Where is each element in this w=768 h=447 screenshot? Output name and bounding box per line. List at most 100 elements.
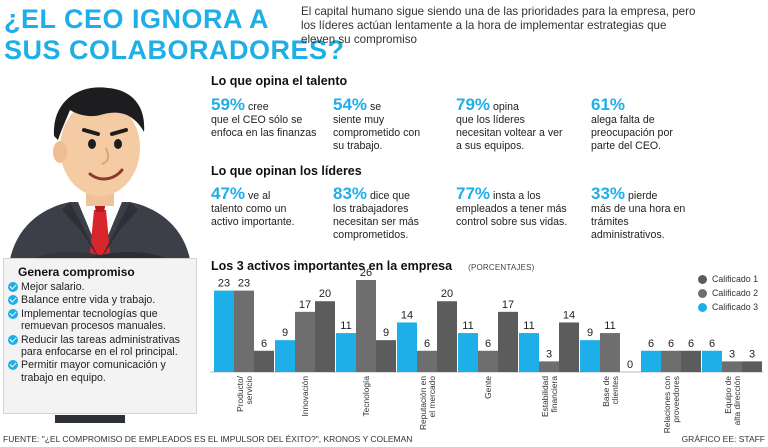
data-label-estabilidad-financiera-calificado-2: 3 bbox=[546, 348, 552, 360]
stat-text: más de una hora en trámites administrati… bbox=[591, 203, 686, 241]
data-label-innovacion-calificado-3: 9 bbox=[282, 327, 288, 339]
talent-section-title: Lo que opina el talento bbox=[211, 74, 348, 88]
category-label-innovacion: Innovación bbox=[300, 376, 310, 417]
stat-lead: se bbox=[369, 101, 382, 113]
intro-text: El capital humano sigue siendo una de la… bbox=[301, 5, 696, 46]
list-item-text: Balance entre vida y trabajo. bbox=[21, 294, 156, 307]
data-label-reputacion-en-el-mercado-calificado-1: 20 bbox=[441, 288, 453, 300]
list-item-text: Mejor salario. bbox=[21, 281, 85, 293]
stat-percent: 33% bbox=[591, 184, 626, 203]
list-item-text: Reducir las tareas administrativas para … bbox=[21, 333, 180, 359]
stat-text: empleados a tener más control sobre sus … bbox=[456, 203, 568, 228]
data-label-gente-calificado-3: 11 bbox=[462, 320, 473, 332]
data-label-equipo-de-alta-direccion-calificado-3: 6 bbox=[709, 338, 715, 350]
chart-legend: Calificado 1 Calificado 2 Calificado 3 bbox=[698, 272, 758, 314]
category-label-estabilidad-financiera: Estabilidadfinanciera bbox=[540, 376, 559, 417]
chart-subtitle: (PORCENTAJES) bbox=[468, 263, 535, 272]
data-label-tecnologia-calificado-3: 11 bbox=[340, 320, 351, 332]
list-item-text: Implementar tecnologías que remuevan pro… bbox=[21, 307, 166, 333]
data-label-innovacion-calificado-1: 20 bbox=[319, 288, 331, 300]
talent-stat-4: 61% alega falta de preocupación por part… bbox=[591, 96, 699, 153]
data-label-producto-servicio-calificado-3: 23 bbox=[218, 278, 230, 290]
title-line-2: SUS COLABORADORES? bbox=[4, 35, 345, 65]
bar-innovacion-calificado-1 bbox=[315, 301, 335, 372]
leaders-section-title: Lo que opinan los líderes bbox=[211, 164, 362, 178]
bar-tecnologia-calificado-3 bbox=[336, 333, 356, 372]
data-label-reputacion-en-el-mercado-calificado-3: 14 bbox=[401, 309, 413, 321]
bar-base-de-clientes-calificado-2 bbox=[600, 333, 620, 372]
bar-relaciones-con-proveedores-calificado-2 bbox=[661, 350, 681, 372]
chart-title-text: Los 3 activos importantes en la empresa bbox=[211, 259, 453, 273]
talent-stat-3: 79% opina que los líderes necesitan volte… bbox=[456, 96, 564, 153]
list-item-text: Permitir mayor comunicación y trabajo en… bbox=[21, 359, 166, 384]
bar-gente-calificado-3 bbox=[458, 333, 478, 372]
bar-tecnologia-calificado-2 bbox=[356, 280, 376, 372]
check-icon bbox=[8, 360, 18, 371]
list-item: Implementar tecnologías que remuevan pro… bbox=[8, 308, 194, 333]
bar-producto-servicio-calificado-2 bbox=[234, 290, 254, 372]
stat-lead: dice que bbox=[369, 190, 411, 202]
stat-lead: pierde bbox=[627, 190, 658, 202]
stat-lead: ve al bbox=[247, 190, 271, 202]
category-label-producto-servicio: Producto/servicio bbox=[235, 375, 254, 412]
legend-label-1: Calificado 1 bbox=[712, 274, 758, 284]
chart-title: Los 3 activos importantes en la empresa (… bbox=[211, 259, 535, 273]
compromiso-title: Genera compromiso bbox=[18, 265, 135, 279]
check-icon bbox=[8, 295, 18, 306]
stat-percent: 77% bbox=[456, 184, 491, 203]
stat-lead: opina bbox=[492, 101, 519, 113]
check-icon bbox=[8, 282, 18, 292]
check-icon bbox=[8, 334, 18, 345]
bar-reputacion-en-el-mercado-calificado-3 bbox=[397, 322, 417, 372]
data-label-base-de-clientes-calificado-1: 0 bbox=[627, 359, 633, 371]
talent-stat-2: 54% se siente muy comprometido con su tra… bbox=[333, 96, 433, 153]
data-label-equipo-de-alta-direccion-calificado-2: 3 bbox=[729, 348, 735, 360]
data-label-base-de-clientes-calificado-2: 11 bbox=[604, 320, 615, 332]
list-item: Permitir mayor comunicación y trabajo en… bbox=[8, 359, 194, 384]
category-label-tecnologia: Tecnología bbox=[361, 376, 371, 417]
stat-text: siente muy comprometido con su trabajo. bbox=[333, 114, 421, 152]
data-label-relaciones-con-proveedores-calificado-1: 6 bbox=[688, 338, 694, 350]
data-label-reputacion-en-el-mercado-calificado-2: 6 bbox=[424, 338, 430, 350]
list-item: Balance entre vida y trabajo. bbox=[8, 294, 194, 306]
bar-innovacion-calificado-3 bbox=[275, 340, 295, 372]
compromiso-list: Mejor salario. Balance entre vida y trab… bbox=[8, 281, 194, 385]
data-label-estabilidad-financiera-calificado-3: 11 bbox=[523, 320, 534, 332]
bar-tecnologia-calificado-1 bbox=[376, 340, 396, 372]
data-label-tecnologia-calificado-2: 26 bbox=[360, 267, 372, 279]
data-label-gente-calificado-1: 17 bbox=[502, 299, 514, 311]
bar-relaciones-con-proveedores-calificado-3 bbox=[641, 350, 661, 372]
bar-estabilidad-financiera-calificado-1 bbox=[559, 322, 579, 372]
stat-percent: 47% bbox=[211, 184, 246, 203]
leaders-stat-1: 47% ve al talento como un activo importan… bbox=[211, 185, 311, 229]
bar-equipo-de-alta-direccion-calificado-1 bbox=[742, 361, 762, 372]
stat-text: alega falta de preocupación por parte de… bbox=[591, 114, 673, 152]
title-line-1: ¿EL CEO IGNORA A bbox=[4, 4, 270, 34]
page-title: ¿EL CEO IGNORA A SUS COLABORADORES? bbox=[4, 4, 345, 66]
data-label-base-de-clientes-calificado-3: 9 bbox=[587, 327, 593, 339]
stat-lead: cree bbox=[247, 101, 269, 113]
talent-stat-1: 59% cree que el CEO sólo se enfoca en las… bbox=[211, 96, 321, 140]
data-label-gente-calificado-2: 6 bbox=[485, 338, 491, 350]
legend-swatch-2 bbox=[698, 288, 707, 298]
data-label-relaciones-con-proveedores-calificado-3: 6 bbox=[648, 338, 654, 350]
bar-estabilidad-financiera-calificado-3 bbox=[519, 333, 539, 372]
bar-gente-calificado-2 bbox=[478, 350, 498, 372]
data-label-equipo-de-alta-direccion-calificado-1: 3 bbox=[749, 348, 755, 360]
stat-percent: 61% bbox=[591, 95, 626, 114]
stat-percent: 83% bbox=[333, 184, 368, 203]
category-label-gente: Gente bbox=[483, 376, 493, 399]
list-item: Reducir las tareas administrativas para … bbox=[8, 334, 194, 359]
bar-producto-servicio-calificado-3 bbox=[214, 290, 234, 372]
legend-swatch-3 bbox=[698, 302, 707, 312]
bar-reputacion-en-el-mercado-calificado-1 bbox=[437, 301, 457, 372]
bar-equipo-de-alta-direccion-calificado-2 bbox=[722, 361, 742, 372]
leaders-stat-3: 77% insta a los empleados a tener más con… bbox=[456, 185, 574, 229]
check-icon bbox=[8, 308, 18, 319]
legend-label-2: Calificado 2 bbox=[712, 288, 758, 298]
bar-relaciones-con-proveedores-calificado-1 bbox=[681, 350, 701, 372]
stat-text: los trabajadores necesitan ser más compr… bbox=[333, 203, 419, 241]
category-label-reputacion-en-el-mercado: Reputación enel mercado bbox=[418, 376, 437, 430]
list-item: Mejor salario. bbox=[8, 281, 194, 293]
stat-text: que el CEO sólo se enfoca en las finanza… bbox=[211, 114, 317, 139]
